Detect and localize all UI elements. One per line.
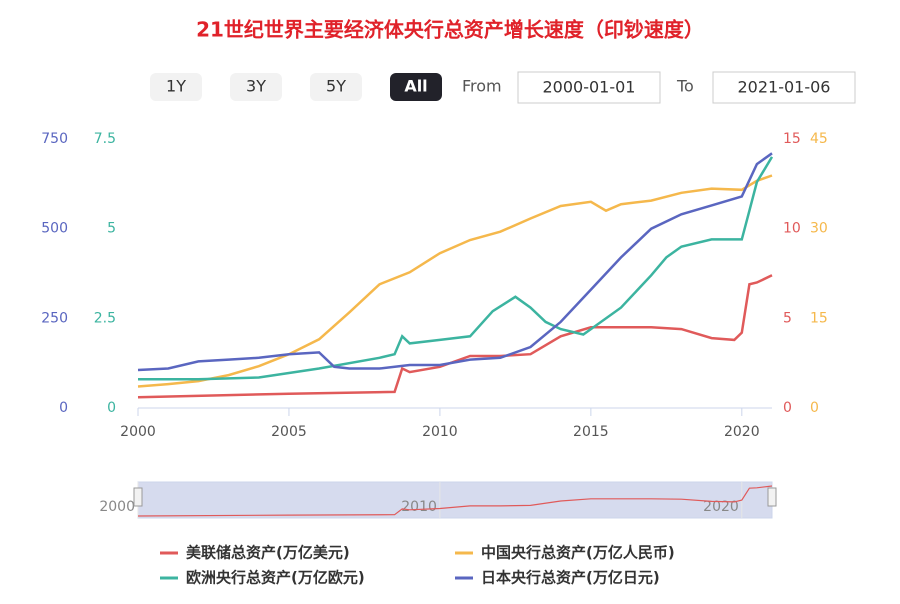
legend-label[interactable]: 日本央行总资产(万亿日元) xyxy=(481,569,660,587)
legend-label[interactable]: 欧洲央行总资产(万亿欧元) xyxy=(186,569,365,587)
navigator-handle[interactable] xyxy=(767,487,777,507)
series-line xyxy=(138,156,774,381)
to-value: 2021-01-06 xyxy=(738,78,831,97)
y-tick-label: 0 xyxy=(59,400,68,416)
from-label: From xyxy=(462,77,502,96)
navigator-label: 2020 xyxy=(703,499,739,515)
from-value: 2000-01-01 xyxy=(543,78,636,97)
y-tick-label: 0 xyxy=(783,400,792,416)
y-tick-label: 10 xyxy=(783,221,801,237)
series-line xyxy=(137,152,773,372)
range-button[interactable] xyxy=(230,73,282,101)
chart-title: 21世纪世界主要经济体央行总资产增长速度（印钞速度） xyxy=(196,18,704,42)
legend-label[interactable]: 中国央行总资产(万亿人民币) xyxy=(481,544,675,562)
y-tick-label: 45 xyxy=(810,131,828,147)
y-tick-label: 250 xyxy=(41,310,68,326)
navigator-handle[interactable] xyxy=(133,487,143,507)
x-tick-label: 2005 xyxy=(271,424,307,440)
x-tick-label: 2015 xyxy=(573,424,609,440)
range-button-label: 5Y xyxy=(326,77,346,96)
y-tick-label: 5 xyxy=(107,221,116,237)
y-tick-label: 15 xyxy=(810,310,828,326)
y-tick-label: 0 xyxy=(107,400,116,416)
range-button-label: 1Y xyxy=(166,77,186,96)
range-button-label: All xyxy=(404,77,427,96)
range-button-label: 3Y xyxy=(246,77,266,96)
navigator-label: 2010 xyxy=(401,499,437,515)
y-tick-label: 750 xyxy=(41,131,68,147)
x-tick-label: 2010 xyxy=(422,424,458,440)
navigator-mask xyxy=(137,481,773,519)
to-input[interactable] xyxy=(712,71,856,104)
y-tick-label: 30 xyxy=(810,221,828,237)
legend-label[interactable]: 美联储总资产(万亿美元) xyxy=(186,544,350,562)
range-button[interactable] xyxy=(150,73,202,101)
x-tick-label: 2020 xyxy=(724,424,760,440)
range-button[interactable] xyxy=(310,73,362,101)
to-label: To xyxy=(676,77,694,96)
y-tick-label: 7.5 xyxy=(94,131,116,147)
navigator-label: 2000 xyxy=(99,499,135,515)
y-tick-label: 15 xyxy=(783,131,801,147)
y-tick-label: 2.5 xyxy=(94,310,116,326)
y-tick-label: 5 xyxy=(783,310,792,326)
x-tick-label: 2000 xyxy=(120,424,156,440)
navigator-line xyxy=(137,485,773,517)
y-tick-label: 500 xyxy=(41,221,68,237)
from-input[interactable] xyxy=(517,71,661,104)
series-line xyxy=(137,174,773,388)
y-tick-label: 0 xyxy=(810,400,819,416)
range-button[interactable] xyxy=(390,73,442,101)
